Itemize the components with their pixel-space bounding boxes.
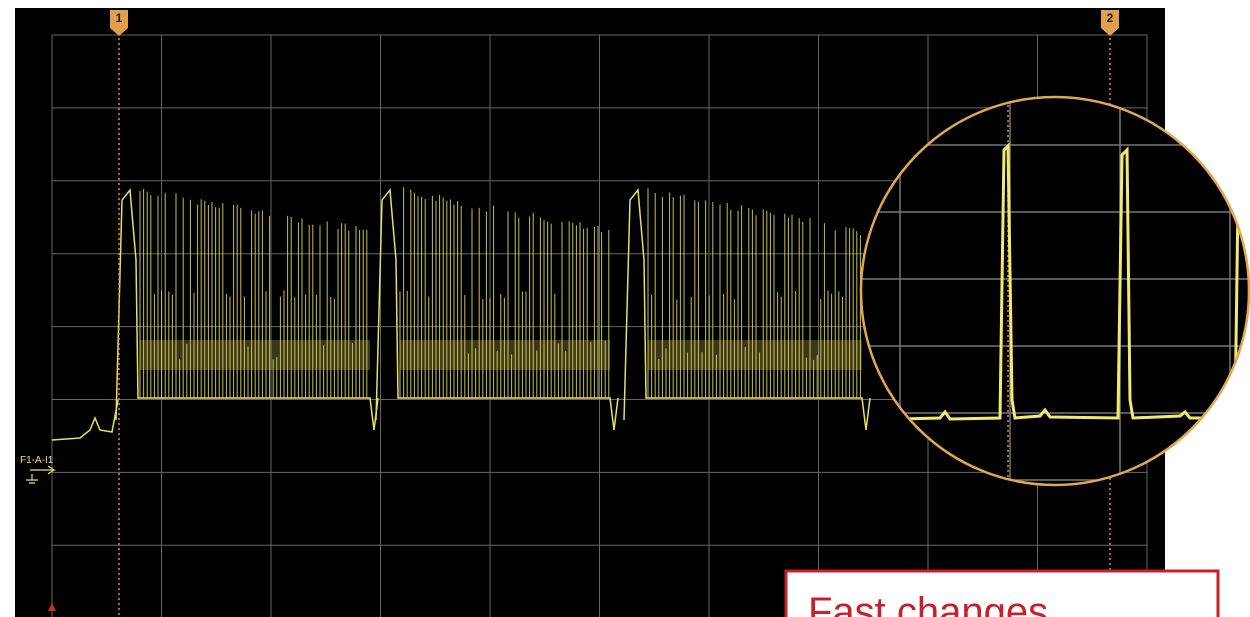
waveform-band: [648, 340, 862, 370]
cursor-label: 2: [1107, 11, 1114, 25]
scope-screenshot: 1 2 F1-A-I1 Fast changes: [0, 0, 1250, 617]
callout-text: Fast changes: [808, 590, 1048, 617]
waveform-band: [400, 340, 610, 370]
cursor-label: 1: [116, 11, 123, 25]
waveform-band: [140, 340, 370, 370]
channel-label: F1-A-I1: [20, 455, 54, 466]
page: {"cursors": [{"label": "1"}, {"label": "…: [0, 0, 1250, 617]
